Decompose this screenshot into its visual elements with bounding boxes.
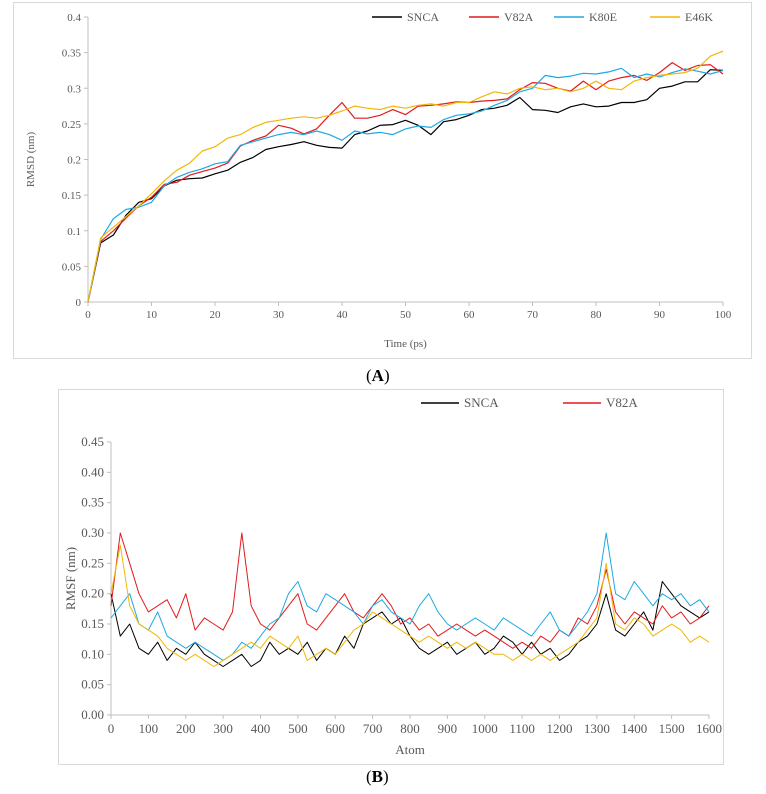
y-tick-label: 0.05: [81, 677, 104, 692]
x-tick-label: 1100: [509, 721, 535, 736]
x-tick-label: 700: [363, 721, 383, 736]
series-line-v82a: [87, 61, 724, 303]
legend-label-e46k: E46K: [685, 10, 713, 24]
y-tick-label: 0.30: [81, 525, 104, 540]
x-tick-label: 600: [326, 721, 346, 736]
x-tick-label: 1600: [696, 721, 722, 736]
x-tick-label: 50: [400, 309, 412, 321]
x-tick-label: 300: [213, 721, 233, 736]
y-tick-label: 0.3: [67, 83, 81, 95]
y-tick-label: 0.4: [67, 12, 81, 24]
panel-label-b: (B): [366, 767, 389, 787]
rmsf-chart: 0.00 0.05 0.10 0.15 0.20 0.25 0.30 0.35 0.40 0.45…: [63, 395, 722, 757]
y-tick-label: 0.40: [81, 464, 104, 479]
panel-label-b-close: ): [383, 767, 389, 786]
series-line-snca: [87, 69, 724, 303]
y-tick-label: 0.25: [62, 119, 82, 131]
x-tick-label: 900: [438, 721, 458, 736]
x-tick-label: 1000: [472, 721, 498, 736]
x-tick-label: 1300: [584, 721, 610, 736]
x-tick-label: 1400: [621, 721, 647, 736]
x-tick-label: 200: [176, 721, 196, 736]
rmsf-chart-panel: 0.00 0.05 0.10 0.15 0.20 0.25 0.30 0.35 0.40 0.45…: [58, 389, 724, 765]
x-tick-label: 800: [400, 721, 420, 736]
x-tick-label: 40: [337, 309, 349, 321]
legend-label-v82a: V82A: [606, 395, 638, 410]
x-tick-label: 100: [715, 309, 732, 321]
panel-label-a-open: (: [366, 366, 372, 385]
x-tick-label: 0: [108, 721, 115, 736]
x-tick-label: 60: [464, 309, 476, 321]
x-tick-label: 400: [251, 721, 271, 736]
panel-label-a-letter: A: [371, 366, 384, 385]
x-tick-label: 0: [85, 309, 91, 321]
y-tick-label: 0.00: [81, 707, 104, 722]
x-axis-title: Time (ps): [384, 338, 427, 350]
y-axis-title: RMSD (nm): [25, 132, 37, 188]
legend-label-k80e: K80E: [589, 10, 617, 24]
legend-label-v82a: V82A: [504, 10, 534, 24]
x-tick-label: 70: [527, 309, 539, 321]
panel-label-a-close: ): [383, 366, 390, 385]
y-tick-label: 0.35: [62, 48, 82, 60]
x-tick-label: 1500: [659, 721, 685, 736]
y-tick-label: 0.25: [81, 555, 104, 570]
x-tick-label: 1200: [547, 721, 573, 736]
legend-label-snca: SNCA: [407, 10, 439, 24]
y-tick-label: 0.20: [81, 586, 104, 601]
rmsd-chart-panel: 0 0.05 0.1 0.15 0.2 0.25 0.3 0.35 0.4 0 10 20 30 40 50…: [13, 2, 752, 359]
x-tick-label: 500: [288, 721, 308, 736]
y-tick-label: 0.10: [81, 646, 104, 661]
y-tick-label: 0.45: [81, 434, 104, 449]
x-tick-label: 80: [591, 309, 603, 321]
x-axis-title: Atom: [395, 742, 425, 757]
x-tick-label: 90: [654, 309, 666, 321]
series-line-e46k: [87, 50, 724, 303]
y-tick-label: 0.2: [67, 155, 81, 167]
x-tick-label: 100: [139, 721, 159, 736]
series-line-k80e: [87, 67, 724, 303]
y-tick-label: 0.35: [81, 495, 104, 510]
y-axis-title: RMSF (nm): [63, 547, 78, 610]
panel-label-a: (A): [366, 366, 390, 386]
y-tick-label: 0: [76, 297, 82, 309]
y-tick-label: 0.05: [62, 261, 82, 273]
y-tick-label: 0.15: [62, 190, 82, 202]
series-line-e46k: [110, 544, 710, 667]
legend-label-snca: SNCA: [464, 395, 499, 410]
series-line-k80e: [110, 532, 710, 661]
y-tick-label: 0.1: [67, 226, 81, 238]
x-tick-label: 30: [273, 309, 285, 321]
x-tick-label: 10: [146, 309, 158, 321]
series-line-v82a: [110, 532, 710, 649]
x-tick-label: 20: [210, 309, 222, 321]
panel-label-b-open: (: [366, 767, 372, 786]
panel-label-b-letter: B: [371, 767, 384, 786]
y-tick-label: 0.15: [81, 616, 104, 631]
rmsd-chart: 0 0.05 0.1 0.15 0.2 0.25 0.3 0.35 0.4 0 10 20 30 40 50…: [25, 10, 732, 350]
